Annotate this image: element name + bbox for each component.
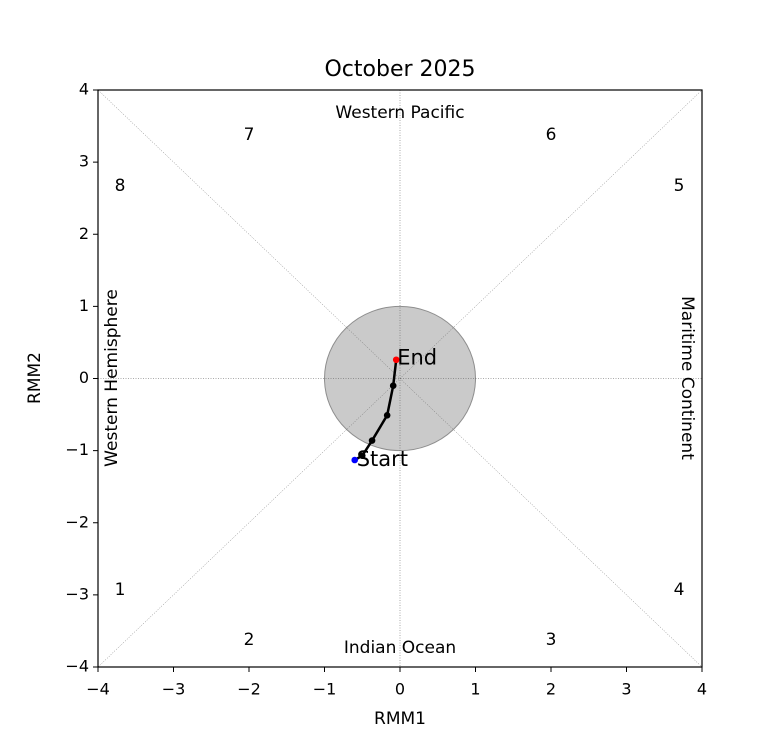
x-tick-label: 2 — [546, 680, 556, 699]
start-label: Start — [357, 447, 408, 471]
phase-label: 1 — [115, 580, 126, 600]
x-tick-label: −1 — [313, 680, 337, 699]
y-tick-label: 0 — [79, 368, 89, 387]
point — [351, 456, 359, 464]
point — [389, 382, 397, 390]
point — [392, 356, 400, 364]
phase-label: 8 — [115, 176, 126, 196]
region-label: Indian Ocean — [344, 638, 456, 658]
x-tick-label: 3 — [621, 680, 631, 699]
y-tick-label: −1 — [65, 440, 89, 459]
phase-label: 3 — [546, 630, 557, 650]
region-label: Maritime Continent — [677, 296, 697, 460]
x-axis-label: RMM1 — [374, 709, 426, 729]
chart-title: October 2025 — [324, 57, 475, 82]
y-tick-label: 2 — [79, 224, 89, 243]
phase-label: 5 — [674, 176, 685, 196]
y-tick-label: 1 — [79, 296, 89, 315]
x-tick-label: 1 — [470, 680, 480, 699]
region-label: Western Pacific — [335, 103, 464, 123]
region-label: Western Hemisphere — [102, 289, 122, 467]
phase-label: 7 — [244, 125, 255, 145]
phase-label: 6 — [546, 125, 557, 145]
y-tick-label: 3 — [79, 152, 89, 171]
y-tick-label: 4 — [79, 80, 89, 99]
x-tick-label: 0 — [395, 680, 405, 699]
phase-label: 2 — [244, 630, 255, 650]
y-tick-label: −4 — [65, 657, 89, 676]
y-tick-label: −2 — [65, 512, 89, 531]
point — [368, 437, 376, 444]
y-axis-label: RMM2 — [25, 352, 45, 404]
x-tick-label: 4 — [697, 680, 707, 699]
x-tick-label: −3 — [162, 680, 186, 699]
x-tick-label: −2 — [237, 680, 261, 699]
phase-label: 4 — [674, 580, 685, 600]
x-tick-label: −4 — [86, 680, 110, 699]
point — [358, 452, 366, 459]
point — [383, 411, 391, 419]
end-label: End — [397, 346, 437, 370]
y-tick-label: −3 — [65, 584, 89, 603]
